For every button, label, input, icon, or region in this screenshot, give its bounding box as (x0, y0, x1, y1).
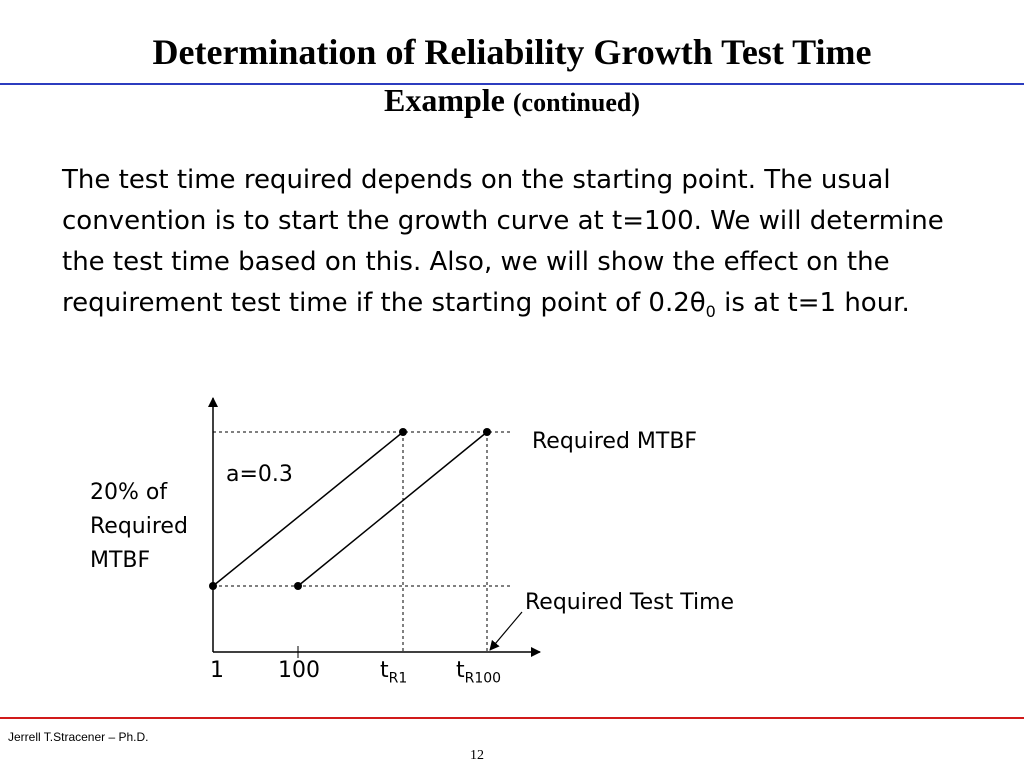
body-part1: The test time required depends on the st… (62, 165, 944, 318)
point-start-1 (209, 582, 217, 590)
title-continued: (continued) (512, 88, 640, 117)
tR100-main: t (456, 658, 465, 683)
growth-line-start-1 (212, 431, 404, 587)
point-end-tR100 (483, 428, 491, 436)
x-tick-100: 100 (278, 658, 320, 683)
required-mtbf-label: Required MTBF (532, 429, 698, 454)
slide-title-line2: Example (continued) (0, 80, 1024, 123)
slope-label: a=0.3 (226, 462, 293, 487)
y-label-line2: Required (90, 514, 188, 539)
body-paragraph: The test time required depends on the st… (62, 160, 962, 332)
body-part2: is at t=1 hour. (715, 288, 910, 318)
footer-divider (0, 717, 1024, 719)
point-start-100 (294, 582, 302, 590)
tR100-sub: R100 (464, 670, 502, 687)
y-label-line1: 20% of (90, 480, 168, 505)
x-tick-1: 1 (210, 658, 224, 683)
slide-title-line1: Determination of Reliability Growth Test… (152, 32, 872, 72)
body-subscript: 0 (705, 302, 716, 322)
title-divider (0, 83, 1024, 85)
x-tick-tR100: tR100 (456, 654, 501, 695)
point-end-tR1 (399, 428, 407, 436)
footer-author: Jerrell T.Stracener – Ph.D. (8, 730, 149, 744)
x-tick-tR1: tR1 (380, 654, 407, 695)
tR1-main: t (380, 658, 389, 683)
title-example: Example (383, 82, 505, 118)
y-label-line3: MTBF (90, 548, 151, 573)
tR1-sub: R1 (388, 670, 408, 687)
callout-arrow (489, 611, 523, 651)
growth-line-start-100 (297, 431, 488, 587)
page-number: 12 (470, 748, 484, 763)
required-test-time-label: Required Test Time (525, 590, 735, 615)
